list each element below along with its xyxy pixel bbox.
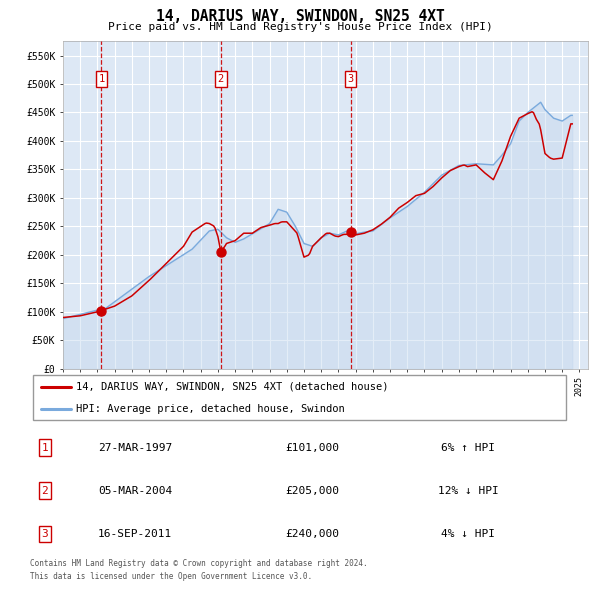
Text: Price paid vs. HM Land Registry's House Price Index (HPI): Price paid vs. HM Land Registry's House … <box>107 22 493 32</box>
Text: £240,000: £240,000 <box>285 529 339 539</box>
Text: This data is licensed under the Open Government Licence v3.0.: This data is licensed under the Open Gov… <box>30 572 312 581</box>
Text: 2: 2 <box>41 486 49 496</box>
Text: £101,000: £101,000 <box>285 442 339 453</box>
Text: 27-MAR-1997: 27-MAR-1997 <box>98 442 172 453</box>
Text: £205,000: £205,000 <box>285 486 339 496</box>
Text: 14, DARIUS WAY, SWINDON, SN25 4XT: 14, DARIUS WAY, SWINDON, SN25 4XT <box>155 9 445 24</box>
Text: 2: 2 <box>218 74 224 84</box>
Text: 16-SEP-2011: 16-SEP-2011 <box>98 529 172 539</box>
Text: 1: 1 <box>41 442 49 453</box>
Text: 6% ↑ HPI: 6% ↑ HPI <box>441 442 495 453</box>
Text: HPI: Average price, detached house, Swindon: HPI: Average price, detached house, Swin… <box>76 404 344 414</box>
Text: 4% ↓ HPI: 4% ↓ HPI <box>441 529 495 539</box>
Text: 12% ↓ HPI: 12% ↓ HPI <box>437 486 499 496</box>
Text: 3: 3 <box>41 529 49 539</box>
Text: 05-MAR-2004: 05-MAR-2004 <box>98 486 172 496</box>
Text: 14, DARIUS WAY, SWINDON, SN25 4XT (detached house): 14, DARIUS WAY, SWINDON, SN25 4XT (detac… <box>76 382 388 392</box>
Text: 1: 1 <box>98 74 104 84</box>
Text: 3: 3 <box>347 74 354 84</box>
FancyBboxPatch shape <box>33 375 566 420</box>
Text: Contains HM Land Registry data © Crown copyright and database right 2024.: Contains HM Land Registry data © Crown c… <box>30 559 368 568</box>
